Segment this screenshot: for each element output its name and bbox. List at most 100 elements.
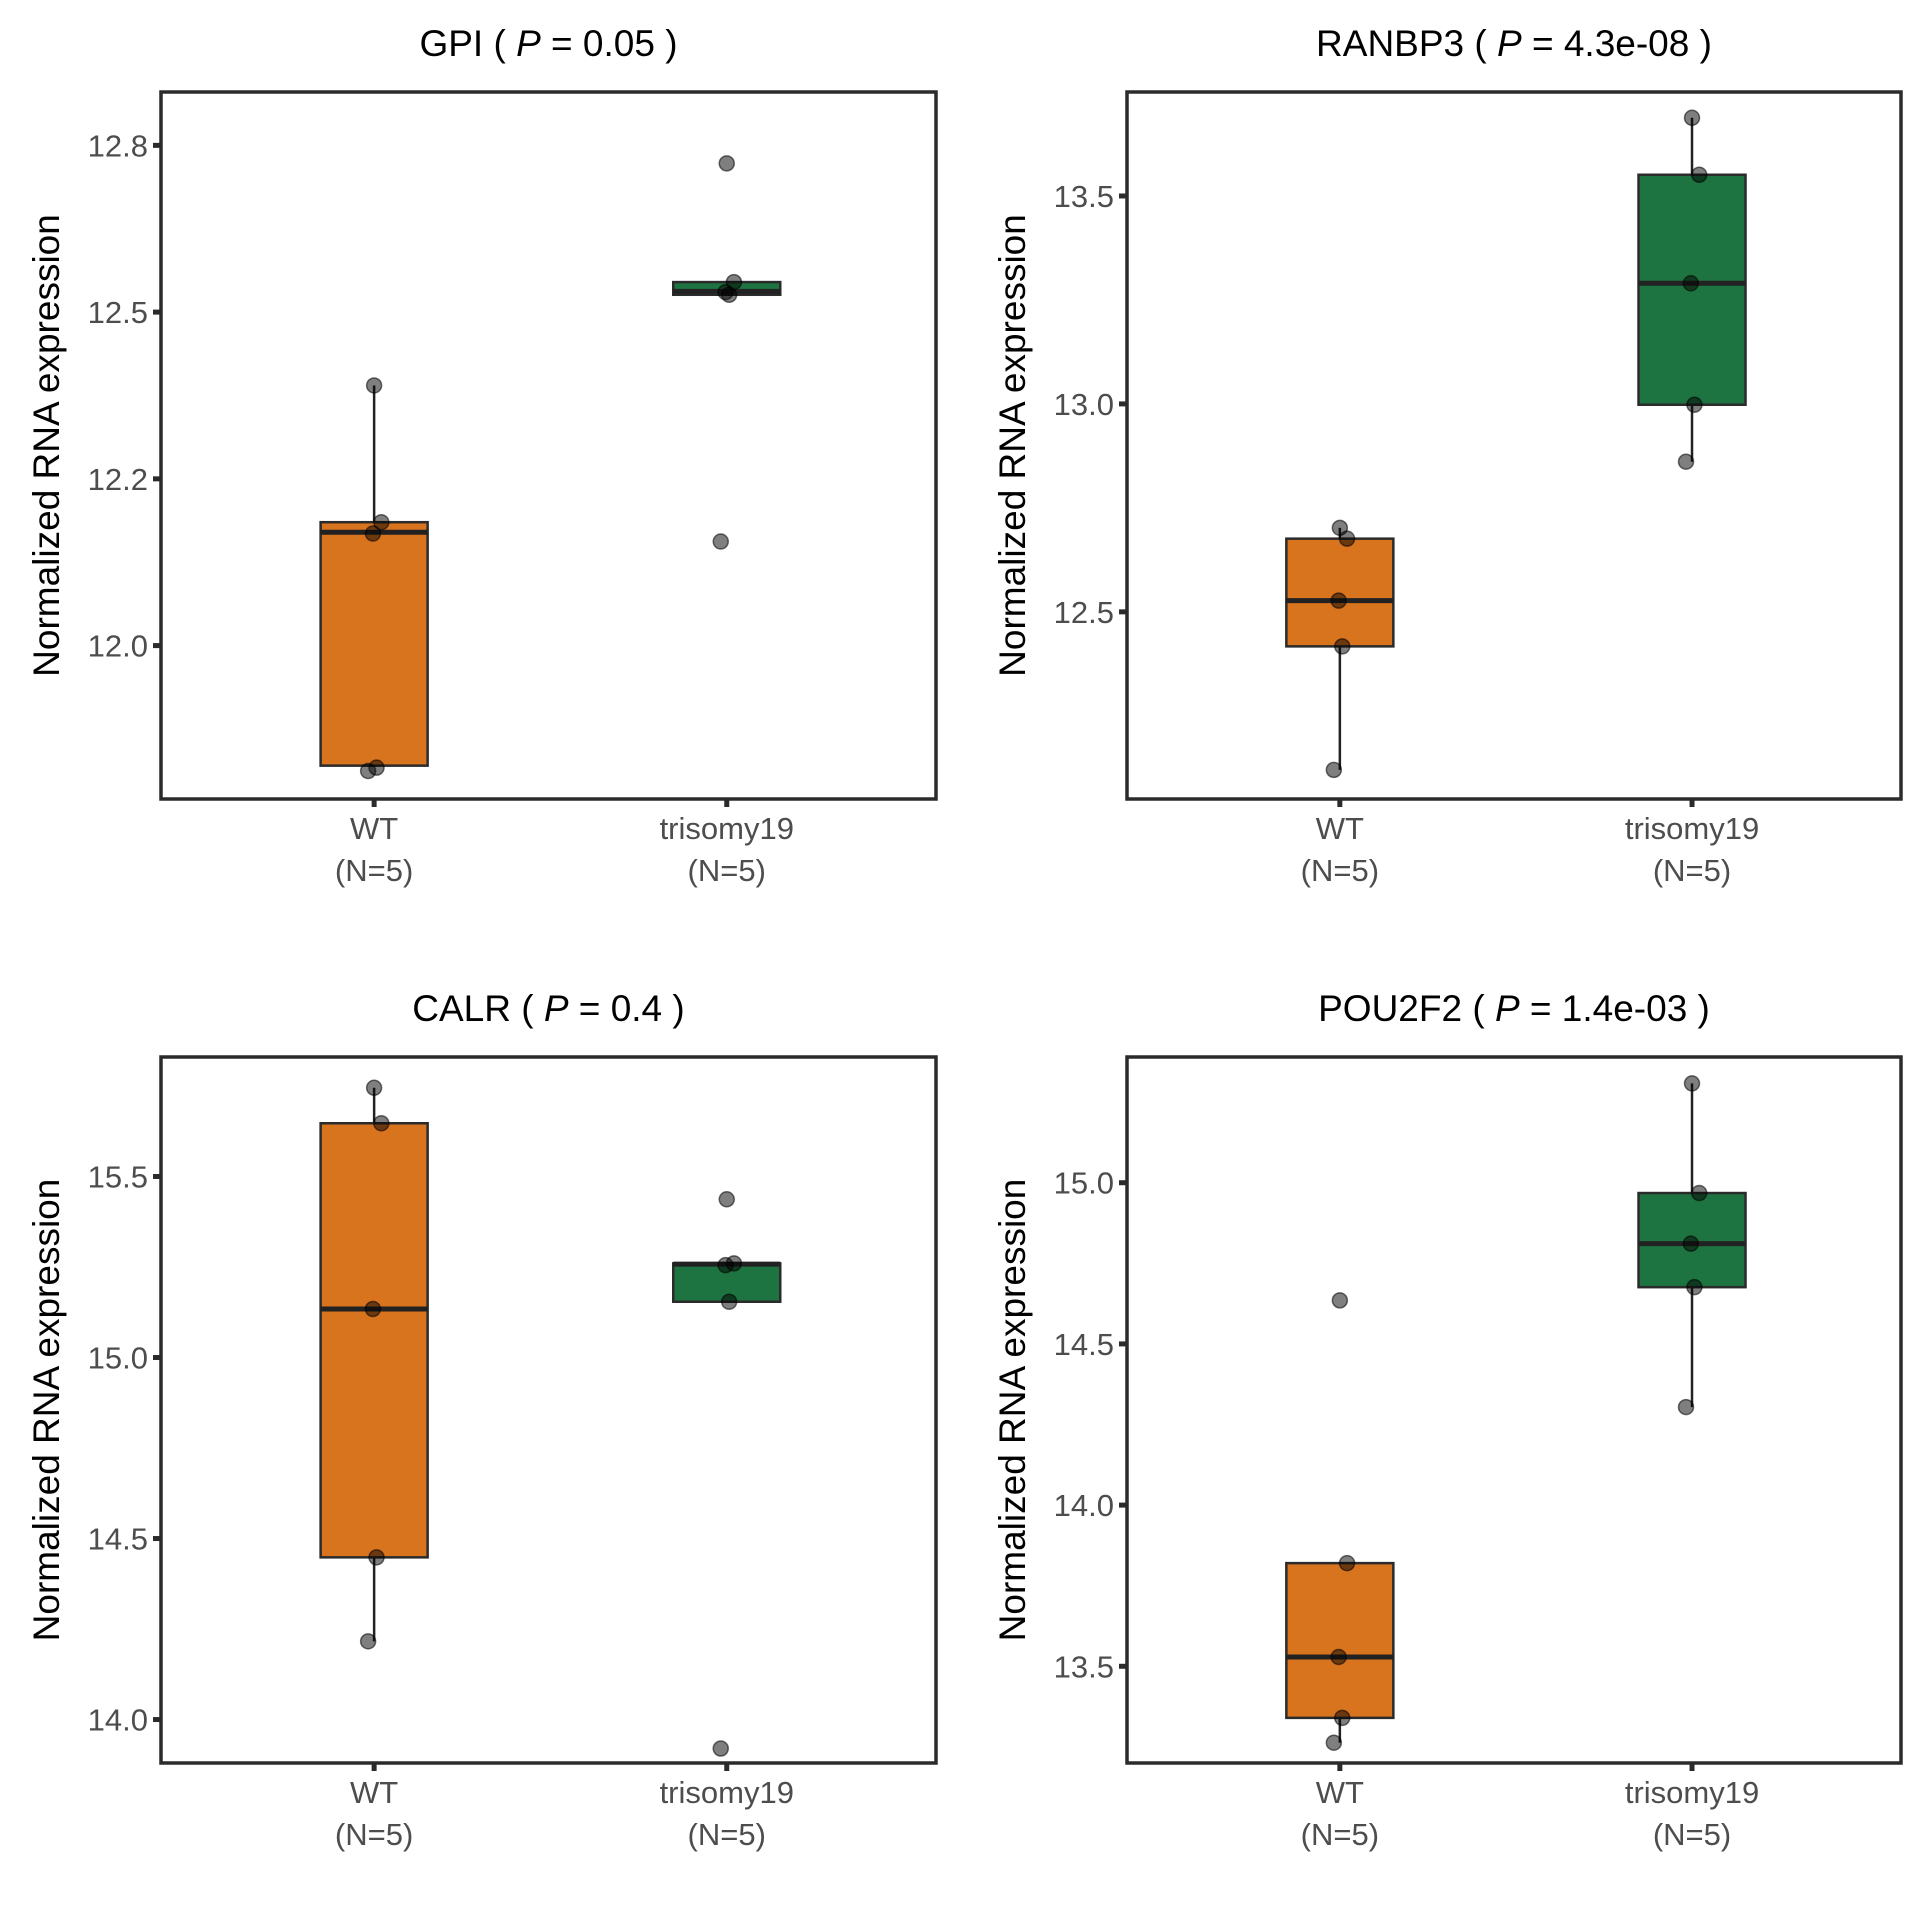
- panel-title: GPI ( P = 0.05 ): [419, 23, 677, 64]
- title-p-label: P: [1497, 23, 1522, 64]
- data-point: [720, 1293, 738, 1310]
- data-point: [1334, 1709, 1351, 1727]
- x-tick-label: WT: [1316, 1775, 1364, 1810]
- y-tick-label: 14.0: [1054, 1488, 1114, 1523]
- x-tick-label: WT: [350, 811, 398, 846]
- data-point: [1334, 638, 1351, 655]
- plot-frame: [159, 90, 938, 801]
- title-gene: CALR (: [412, 988, 544, 1029]
- x-tick-sublabel: (N=5): [1653, 1817, 1731, 1852]
- data-point: [1683, 1075, 1701, 1092]
- title-p-value: = 4.3e-08 ): [1522, 23, 1712, 64]
- data-point: [359, 1633, 377, 1650]
- data-point: [1325, 761, 1343, 779]
- y-axis-label: Normalized RNA expression: [992, 214, 1033, 677]
- panel-calr: CALR ( P = 0.4 ) Normalized RNA expressio…: [26, 988, 938, 1852]
- x-tick-label: trisomy19: [660, 1775, 794, 1810]
- box-group-wt: [1285, 1292, 1395, 1751]
- title-p-value: = 0.4 ): [569, 988, 685, 1029]
- title-p-value: = 0.05 ): [541, 23, 678, 64]
- data-point: [1338, 530, 1356, 547]
- x-tick-sublabel: (N=5): [1301, 853, 1379, 888]
- box-iqr: [319, 1122, 429, 1559]
- y-tick-label: 14.5: [88, 1522, 148, 1557]
- data-point: [1683, 109, 1701, 127]
- data-point: [1330, 592, 1347, 609]
- box-group-wt: [319, 377, 429, 780]
- title-p-label: P: [544, 988, 569, 1029]
- title-gene: RANBP3 (: [1316, 23, 1497, 64]
- box-group-trisomy19: [1637, 109, 1747, 470]
- x-tick-sublabel: (N=5): [1653, 853, 1731, 888]
- y-tick-label: 15.0: [1054, 1166, 1114, 1201]
- data-point: [365, 377, 383, 394]
- data-point: [359, 762, 377, 780]
- y-tick-label: 12.5: [88, 295, 148, 330]
- data-point: [718, 155, 735, 172]
- x-tick-sublabel: (N=5): [335, 1817, 413, 1852]
- y-tick-label: 15.5: [88, 1159, 148, 1194]
- data-point: [1686, 396, 1703, 413]
- x-tick-sublabel: (N=5): [688, 853, 766, 888]
- y-tick-label: 13.5: [1054, 179, 1114, 214]
- panel-title: CALR ( P = 0.4 ): [412, 988, 684, 1029]
- x-tick-sublabel: (N=5): [688, 1817, 766, 1852]
- y-axis-label: Normalized RNA expression: [26, 214, 67, 677]
- title-p-label: P: [1495, 988, 1520, 1029]
- y-axis-label: Normalized RNA expression: [992, 1179, 1033, 1642]
- data-point: [1690, 1184, 1708, 1202]
- plot-frame: [1125, 90, 1903, 801]
- x-tick-sublabel: (N=5): [1301, 1817, 1379, 1852]
- panel-gpi: GPI ( P = 0.05 ) Normalized RNA expressio…: [26, 23, 938, 888]
- plot-frame: [159, 1055, 938, 1765]
- data-point: [1338, 1554, 1356, 1572]
- data-point: [1677, 453, 1695, 470]
- data-point: [364, 1300, 382, 1318]
- y-tick-label: 13.5: [1054, 1649, 1114, 1684]
- y-axis-label: Normalized RNA expression: [26, 1179, 67, 1642]
- box-group-trisomy19: [672, 1191, 782, 1757]
- panel-title: POU2F2 ( P = 1.4e-03 ): [1318, 988, 1710, 1029]
- data-point: [718, 1191, 735, 1208]
- plot-frame: [1125, 1055, 1903, 1765]
- y-tick-label: 12.8: [88, 128, 148, 163]
- data-point: [1682, 275, 1700, 292]
- data-point: [1330, 1648, 1347, 1666]
- y-tick-label: 14.0: [88, 1703, 148, 1738]
- box-group-trisomy19: [672, 155, 782, 550]
- data-point: [712, 1740, 729, 1757]
- panel-title: RANBP3 ( P = 4.3e-08 ): [1316, 23, 1712, 64]
- data-point: [373, 513, 390, 531]
- panel-ranbp3: RANBP3 ( P = 4.3e-08 ) Normalized RNA exp…: [992, 23, 1903, 888]
- data-point: [365, 1079, 383, 1097]
- data-point: [1331, 1292, 1349, 1309]
- data-point: [1690, 166, 1708, 184]
- box-group-wt: [319, 1079, 429, 1650]
- box-group-trisomy19: [1637, 1075, 1747, 1416]
- title-gene: GPI (: [419, 23, 516, 64]
- x-tick-label: trisomy19: [1625, 811, 1759, 846]
- data-point: [373, 1115, 390, 1132]
- data-point: [364, 525, 382, 542]
- x-tick-sublabel: (N=5): [335, 853, 413, 888]
- data-point: [368, 1549, 385, 1566]
- y-tick-label: 12.0: [88, 629, 148, 664]
- y-tick-label: 12.2: [88, 462, 148, 497]
- panel-pou2f2: POU2F2 ( P = 1.4e-03 ) Normalized RNA exp…: [992, 988, 1903, 1852]
- y-tick-label: 12.5: [1054, 595, 1114, 630]
- data-point: [717, 1256, 734, 1274]
- box-group-wt: [1285, 519, 1395, 779]
- y-tick-label: 14.5: [1054, 1327, 1114, 1362]
- box-iqr: [319, 520, 429, 767]
- data-point: [1686, 1278, 1703, 1296]
- y-tick-label: 13.0: [1054, 387, 1114, 422]
- data-point: [720, 286, 738, 304]
- x-tick-label: WT: [1316, 811, 1364, 846]
- title-p-value: = 1.4e-03 ): [1520, 988, 1710, 1029]
- x-tick-label: trisomy19: [1625, 1775, 1759, 1810]
- box-iqr: [1285, 1561, 1395, 1720]
- x-tick-label: WT: [350, 1775, 398, 1810]
- data-point: [1682, 1235, 1700, 1252]
- title-gene: POU2F2 (: [1318, 988, 1495, 1029]
